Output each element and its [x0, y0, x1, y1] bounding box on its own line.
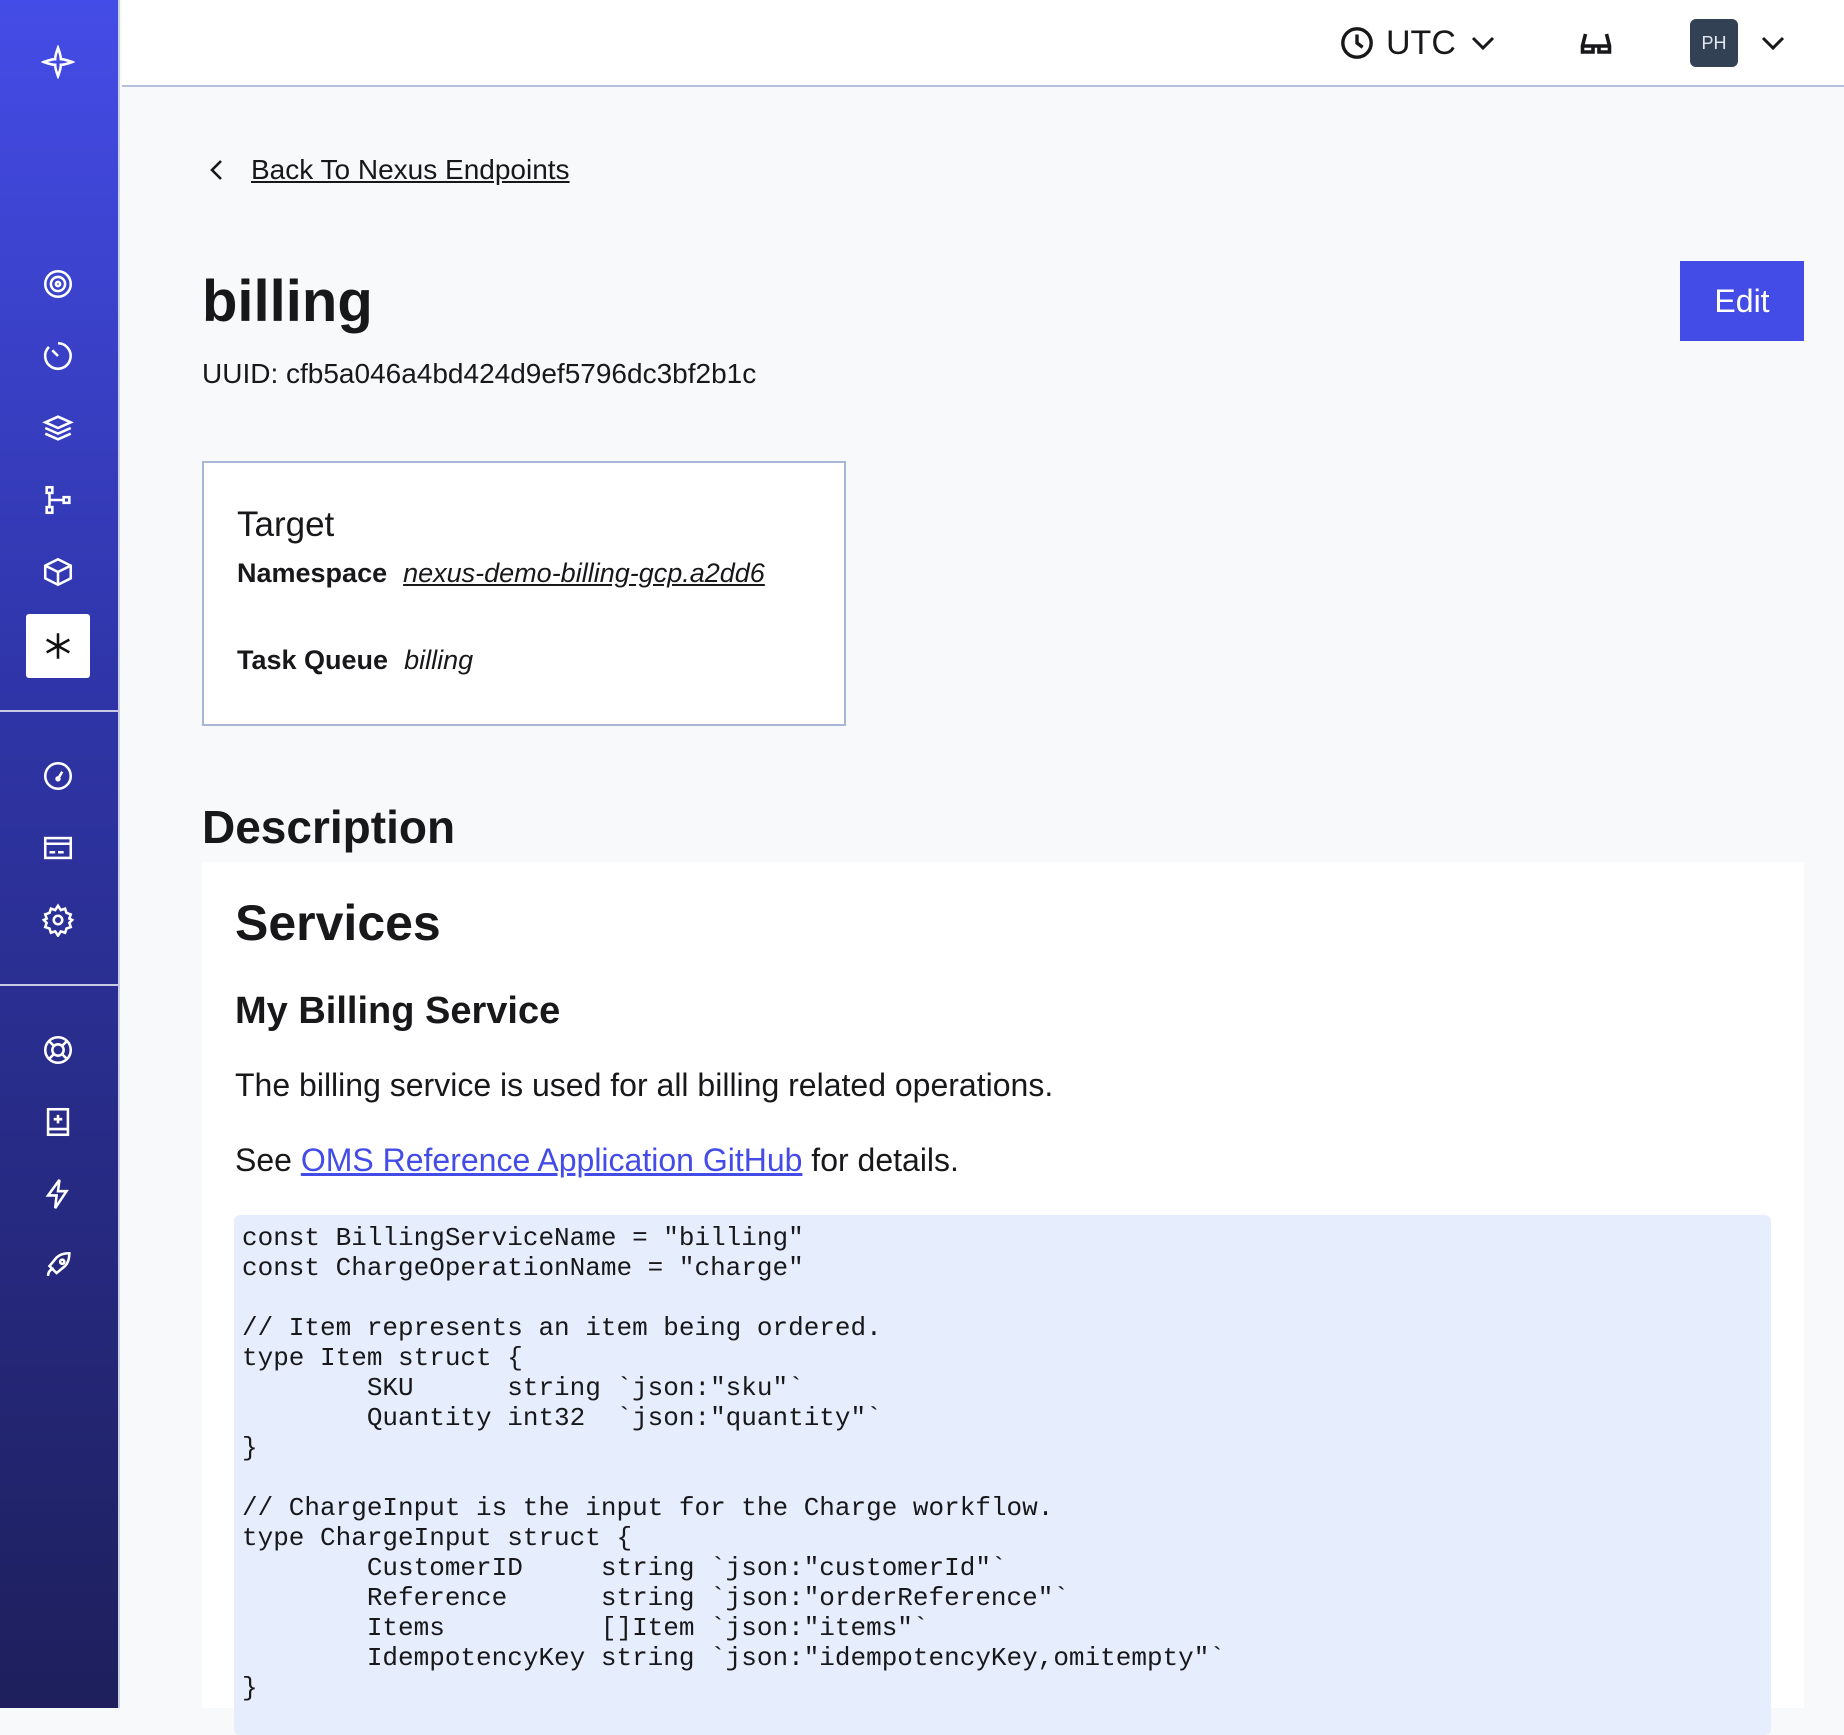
- service-heading: My Billing Service: [235, 990, 561, 1032]
- layers-icon[interactable]: [26, 396, 90, 460]
- billing-card-icon[interactable]: [26, 816, 90, 880]
- avatar: PH: [1690, 19, 1738, 67]
- description-paragraph: The billing service is used for all bill…: [235, 1067, 1054, 1103]
- support-lifebuoy-icon[interactable]: [26, 1018, 90, 1082]
- docs-book-icon[interactable]: [26, 1090, 90, 1154]
- bolt-icon[interactable]: [26, 1162, 90, 1226]
- see-suffix: for details.: [802, 1142, 959, 1178]
- chevron-left-icon: [210, 160, 222, 180]
- timezone-label: UTC: [1386, 23, 1456, 62]
- task-queue-label: Task Queue: [237, 645, 389, 675]
- back-link[interactable]: Back To Nexus Endpoints: [205, 154, 570, 186]
- namespaces-icon[interactable]: [26, 252, 90, 316]
- timezone-selector[interactable]: UTC: [1340, 0, 1498, 86]
- edit-button[interactable]: Edit: [1680, 261, 1804, 341]
- description-panel: Services My Billing Service The billing …: [202, 862, 1804, 1735]
- box-icon[interactable]: [26, 540, 90, 604]
- back-to-nexus-endpoints-link[interactable]: Back To Nexus Endpoints: [251, 154, 570, 185]
- workflows-icon[interactable]: [26, 324, 90, 388]
- glasses-icon: [1580, 33, 1612, 54]
- deployments-icon[interactable]: [26, 468, 90, 532]
- chevron-down-icon: [1471, 36, 1494, 51]
- chevron-down-icon: [1761, 36, 1785, 51]
- sidebar: [0, 0, 120, 1708]
- code-block: const BillingServiceName = "billing" con…: [234, 1215, 1771, 1735]
- task-queue-row: Task Queue billing: [237, 645, 473, 676]
- usage-gauge-icon[interactable]: [26, 744, 90, 808]
- description-heading: Description: [202, 801, 456, 853]
- settings-gear-icon[interactable]: [26, 888, 90, 952]
- rocket-icon[interactable]: [26, 1234, 90, 1298]
- sidebar-divider: [0, 710, 120, 712]
- namespace-value[interactable]: nexus-demo-billing-gcp.a2dd6: [403, 558, 765, 588]
- logo-icon[interactable]: [26, 30, 90, 94]
- see-prefix: See: [235, 1142, 301, 1178]
- data-encoder-button[interactable]: [1578, 0, 1614, 86]
- see-details-paragraph: See OMS Reference Application GitHub for…: [235, 1142, 959, 1179]
- clock-icon: [1341, 27, 1373, 59]
- namespace-link[interactable]: nexus-demo-billing-gcp.a2dd6: [403, 558, 765, 589]
- sidebar-divider: [0, 984, 120, 986]
- nexus-asterisk-icon[interactable]: [26, 614, 90, 678]
- user-menu[interactable]: PH: [1690, 0, 1788, 86]
- target-card: Target Namespace nexus-demo-billing-gcp.…: [202, 461, 846, 726]
- top-bar: UTC PH: [122, 0, 1844, 87]
- services-heading: Services: [235, 895, 441, 951]
- task-queue-value: billing: [404, 645, 474, 675]
- target-heading: Target: [237, 505, 335, 544]
- namespace-row: Namespace nexus-demo-billing-gcp.a2dd6: [237, 558, 765, 589]
- endpoint-uuid: UUID: cfb5a046a4bd424d9ef5796dc3bf2b1c: [202, 358, 757, 389]
- namespace-label: Namespace: [237, 558, 388, 588]
- page-title: billing: [202, 269, 373, 334]
- github-link[interactable]: OMS Reference Application GitHub: [300, 1142, 803, 1178]
